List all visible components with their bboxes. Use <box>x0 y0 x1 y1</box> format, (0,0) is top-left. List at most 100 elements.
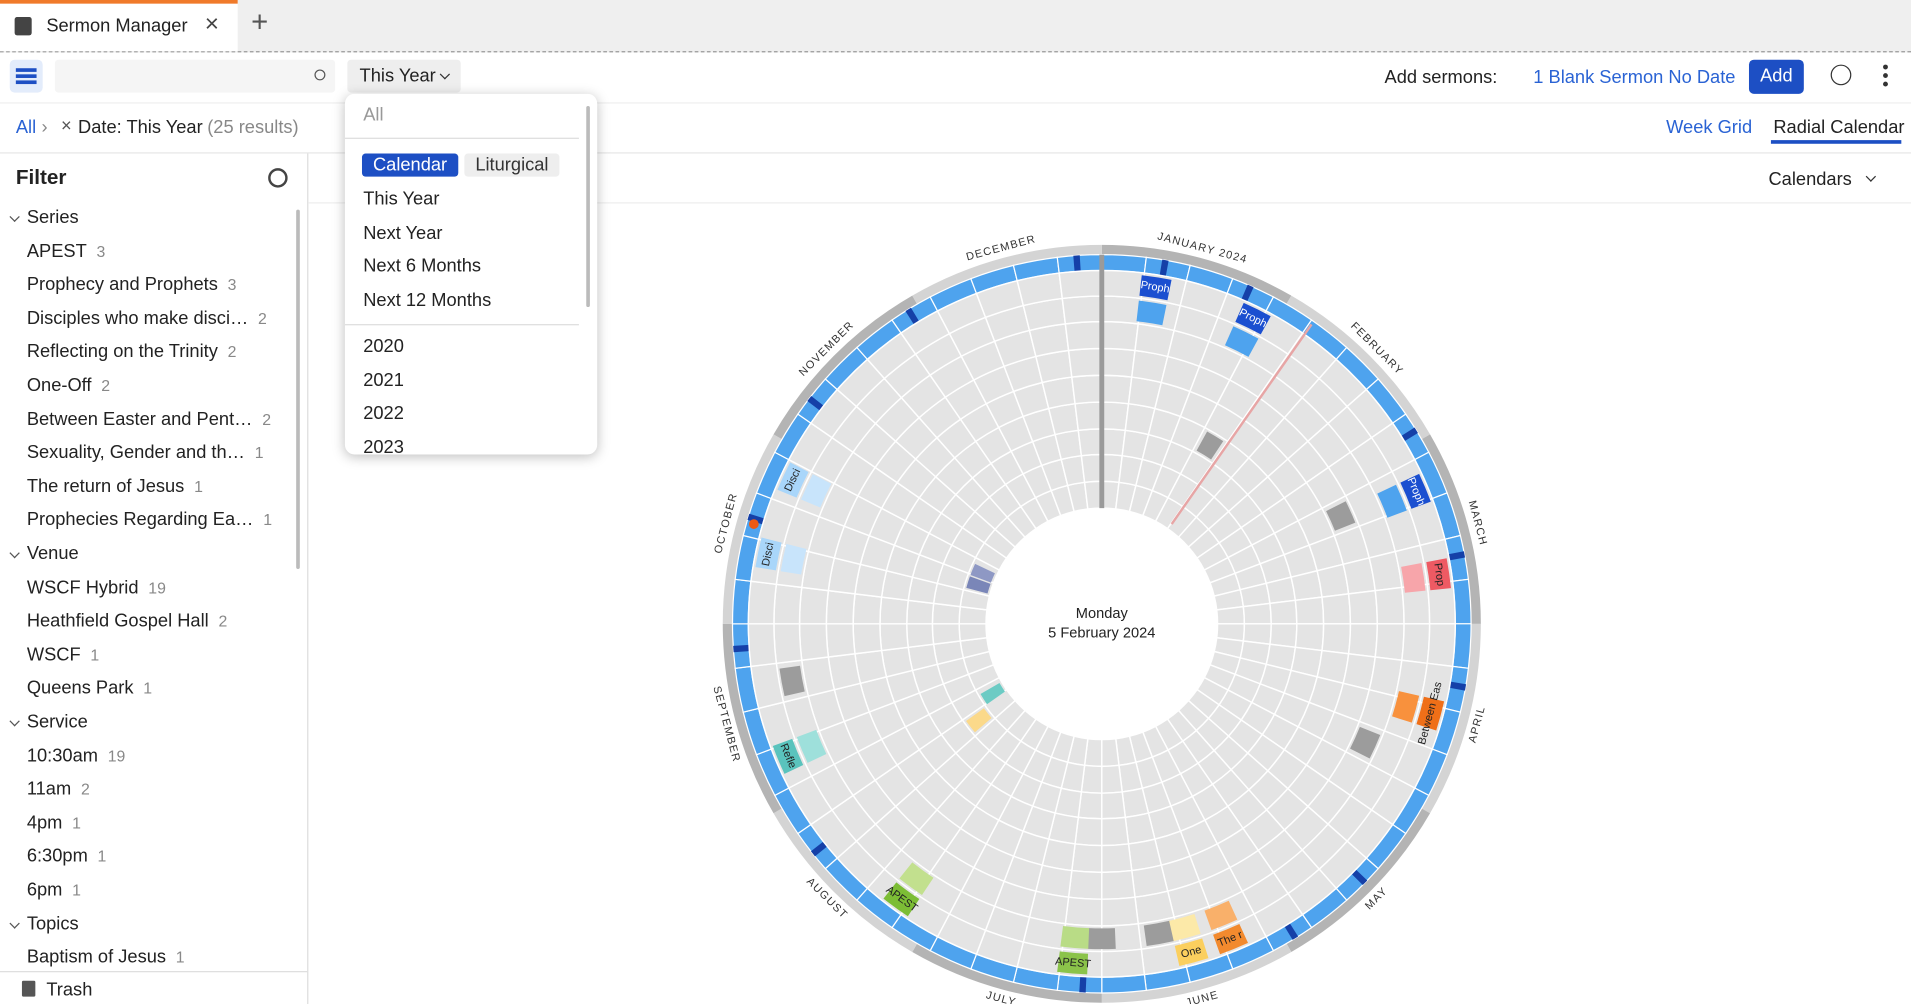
grid-cell <box>1101 320 1140 352</box>
filter-count: 1 <box>194 477 203 496</box>
week-marker <box>1159 259 1169 277</box>
blank-sermon[interactable]: 1 Blank Sermon No Date <box>1533 67 1736 88</box>
month-band <box>1421 623 1481 814</box>
search-box[interactable] <box>54 59 336 93</box>
filter-item[interactable]: Queens Park 1 <box>27 678 152 699</box>
filter-item[interactable]: 6pm 1 <box>27 880 81 901</box>
filter-group[interactable]: Service <box>9 712 88 732</box>
event-block <box>755 537 782 571</box>
tab[interactable]: Sermon Manager × <box>0 0 238 52</box>
event-block <box>772 738 804 774</box>
week-marker <box>1284 923 1299 940</box>
filter-item[interactable]: APEST 3 <box>27 241 106 262</box>
filter-list: Series APEST 3 Prophecy and Prophets 3 Discip… <box>0 207 299 972</box>
active-filter[interactable]: Date: This Year <box>78 116 203 138</box>
grid-cell <box>1067 869 1103 900</box>
filter-count: 1 <box>90 645 100 664</box>
filter-item[interactable]: Baptism of Jesus 1 <box>27 947 185 968</box>
filter-label: The return of Jesus <box>26 476 185 497</box>
result-count: (25 results) <box>207 116 299 138</box>
add-button[interactable]: Add <box>1748 59 1804 94</box>
event-block <box>1235 302 1271 335</box>
filter-item[interactable]: WSCF 1 <box>27 644 99 665</box>
grid-cell <box>773 583 803 625</box>
month-band <box>1286 808 1431 952</box>
month-band <box>722 434 782 624</box>
grid-cell <box>1067 347 1103 378</box>
trash[interactable]: Trash <box>46 979 93 1001</box>
filter-item[interactable]: 6:30pm 1 <box>27 846 107 867</box>
event-block <box>1136 300 1167 326</box>
event-block <box>1392 691 1420 723</box>
event-block <box>1426 558 1451 591</box>
calendar-block <box>966 576 991 594</box>
menu-item[interactable]: 2021 <box>363 370 404 391</box>
mode-toggle[interactable]: Calendar <box>361 153 459 177</box>
filter-item[interactable]: 11am 2 <box>27 779 90 800</box>
event-block <box>1401 563 1426 593</box>
filter-count: 1 <box>175 948 185 967</box>
filter-count: 2 <box>101 376 111 395</box>
filter-group[interactable]: Venue <box>9 543 79 564</box>
grid-cell <box>747 580 778 625</box>
filter-item[interactable]: Heathfield Gospel Hall 2 <box>27 611 227 632</box>
filter-search[interactable] <box>268 168 288 188</box>
tab-close[interactable]: × <box>204 10 220 38</box>
filter-item[interactable]: The return of Jesus 1 <box>27 476 203 497</box>
event-block <box>1416 696 1445 731</box>
filter-label: 10:30am <box>26 745 98 766</box>
calendars-button[interactable]: Calendars <box>1768 169 1876 190</box>
view-tab[interactable]: Radial Calendar <box>1773 116 1905 138</box>
filter-item[interactable]: Prophecies Regarding Ea… 1 <box>27 510 272 531</box>
menu-button[interactable] <box>9 59 43 93</box>
grid-cell <box>1294 623 1325 652</box>
menu-item[interactable]: This Year <box>363 188 440 210</box>
filter-item[interactable]: Reflecting on the Trinity 2 <box>27 342 237 363</box>
grid-cell <box>1101 764 1124 794</box>
week-marker <box>747 513 765 525</box>
event-block <box>1060 925 1090 949</box>
menu-item[interactable]: 2023 <box>363 437 404 455</box>
info-button[interactable] <box>1830 64 1852 86</box>
filter-group[interactable]: Topics <box>9 913 79 934</box>
tab-title: Sermon Manager <box>46 15 188 37</box>
grid-cell <box>1101 896 1140 927</box>
filter-item[interactable]: Sexuality, Gender and th… 1 <box>27 443 264 464</box>
event-label: Disci <box>760 541 777 567</box>
filter-group[interactable]: Series <box>9 207 79 228</box>
filter-item[interactable]: WSCF Hybrid 19 <box>27 577 166 598</box>
filter-count: 1 <box>97 847 107 866</box>
filter-item[interactable]: 4pm 1 <box>27 812 81 833</box>
filter-count: 2 <box>218 611 228 631</box>
menu-item[interactable]: 2022 <box>363 403 404 425</box>
grid-cell <box>1074 401 1103 432</box>
filter-item[interactable]: Between Easter and Pent… 2 <box>27 409 271 430</box>
filter-count: 1 <box>72 880 81 900</box>
filter-item[interactable]: One-Off 2 <box>27 375 110 396</box>
grid-cell <box>1083 480 1103 510</box>
filter-count: 19 <box>148 578 166 597</box>
filter-item[interactable]: Prophecy and Prophets 3 <box>27 274 237 295</box>
week-marker <box>807 395 824 411</box>
date-filter[interactable]: This Year <box>347 59 461 93</box>
filter-label: Disciples who make disci… <box>26 308 249 329</box>
menu-item[interactable]: Next Year <box>363 222 443 244</box>
grid-cell <box>1071 843 1103 874</box>
menu-item[interactable]: Next 6 Months <box>363 256 482 278</box>
new-tab[interactable]: + <box>251 6 269 39</box>
view-tab[interactable]: Week Grid <box>1666 116 1753 138</box>
more-button[interactable] <box>1883 64 1888 70</box>
menu-item[interactable]: All <box>363 104 384 126</box>
week-marker <box>905 307 920 325</box>
calendar-block <box>1350 726 1381 759</box>
menu-item[interactable]: 2020 <box>363 336 404 357</box>
breadcrumb-root[interactable]: All <box>15 116 37 138</box>
filter-item[interactable]: Disciples who make disci… 2 <box>27 308 267 329</box>
menu-item[interactable]: Next 12 Months <box>363 290 492 311</box>
filter-item[interactable]: 10:30am 19 <box>27 745 126 766</box>
grid-cell <box>879 596 910 625</box>
mode-toggle[interactable]: Liturgical <box>464 153 560 177</box>
grid-cell <box>1101 295 1143 325</box>
